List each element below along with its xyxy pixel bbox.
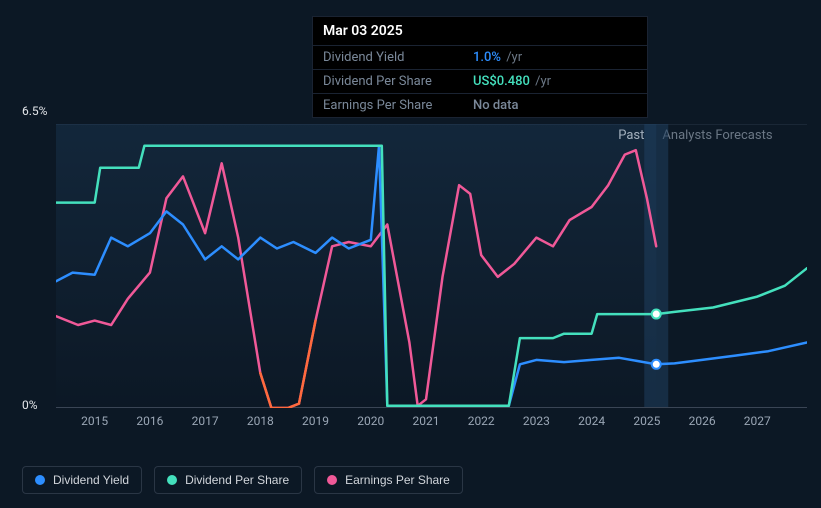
tooltip-metric-value: No data [473,98,637,113]
legend-dot-icon [35,475,45,485]
x-axis-tick-label: 2023 [523,414,550,428]
legend-label: Dividend Per Share [185,473,289,487]
tooltip-metric-value: US$0.480 /yr [473,74,637,89]
y-axis-max-label: 6.5% [22,104,47,118]
x-axis-tick-label: 2018 [247,414,274,428]
legend-dividend-yield[interactable]: Dividend Yield [22,466,142,494]
x-axis-tick-label: 2015 [81,414,108,428]
chart-area: 6.5% 0% Past Analysts Forecasts 20152016… [0,102,821,450]
chart-plot[interactable] [56,124,807,408]
hover-tooltip: Mar 03 2025 Dividend Yield1.0% /yrDivide… [312,16,648,118]
tooltip-date: Mar 03 2025 [313,17,647,45]
x-axis-tick-label: 2026 [689,414,716,428]
y-axis-min-label: 0% [22,398,38,412]
legend-dot-icon [327,475,337,485]
legend-earnings-per-share[interactable]: Earnings Per Share [314,466,463,494]
x-axis-tick-label: 2017 [192,414,219,428]
legend-dot-icon [167,475,177,485]
x-axis-tick-label: 2016 [136,414,163,428]
x-axis-tick-label: 2021 [412,414,439,428]
x-axis-tick-label: 2027 [744,414,771,428]
tooltip-row: Dividend Per ShareUS$0.480 /yr [313,69,647,93]
legend-label: Earnings Per Share [345,473,450,487]
tooltip-row: Dividend Yield1.0% /yr [313,45,647,69]
tooltip-metric-label: Dividend Per Share [323,74,473,89]
x-axis-tick-label: 2024 [578,414,605,428]
legend: Dividend Yield Dividend Per Share Earnin… [22,466,463,494]
tooltip-metric-label: Earnings Per Share [323,98,473,113]
legend-dividend-per-share[interactable]: Dividend Per Share [154,466,302,494]
x-axis-tick-label: 2025 [633,414,660,428]
x-axis-tick-label: 2020 [357,414,384,428]
x-axis-tick-label: 2019 [302,414,329,428]
legend-label: Dividend Yield [53,473,129,487]
chart-container: Mar 03 2025 Dividend Yield1.0% /yrDivide… [0,0,821,508]
tooltip-row: Earnings Per ShareNo data [313,93,647,117]
x-axis-labels: 2015 2016 2017 2018 2019 2020 2021 2022 2023 2024… [56,414,807,432]
x-axis-tick-label: 2022 [468,414,495,428]
tooltip-metric-value: 1.0% /yr [473,50,637,65]
tooltip-metric-label: Dividend Yield [323,50,473,65]
